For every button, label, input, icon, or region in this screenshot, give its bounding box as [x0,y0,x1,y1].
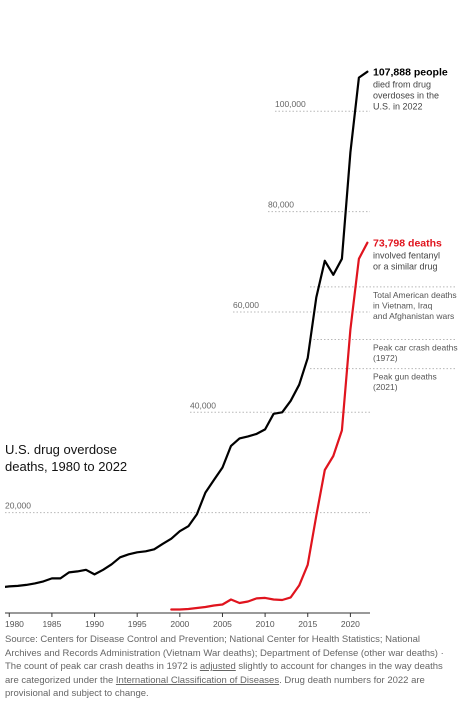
source-text-end: . Drug death numbers for 2022 are provis… [5,674,425,700]
y-tick-label-100000: 100,000 [275,99,306,109]
annotation-1-line-3: U.S. in 2022 [373,102,423,112]
x-tick-label-2020: 2020 [341,619,360,629]
x-tick-label-1990: 1990 [85,619,104,629]
annotation-1-line-2: overdoses in the [373,91,439,101]
x-tick-label-2015: 2015 [298,619,317,629]
x-tick-label-2005: 2005 [213,619,232,629]
icd-link[interactable]: International Classification of Diseases [115,674,280,686]
reference-label-2-line-1: Peak car crash deaths [373,343,458,353]
x-tick-label-2000: 2000 [170,619,189,629]
adjusted-link[interactable]: adjusted [199,661,236,672]
annotation-2-headline: 73,798 deaths [373,238,442,250]
x-tick-label-1995: 1995 [128,619,147,629]
x-tick-label-1980: 1980 [5,619,24,629]
y-tick-label-40000: 40,000 [190,400,216,410]
x-tick-label-2010: 2010 [256,619,275,629]
reference-label-1-line-2: in Vietnam, Iraq [373,300,433,310]
reference-label-3-line-1: Peak gun deaths [373,372,437,382]
annotation-1-headline: 107,888 people [373,67,448,79]
y-tick-label-60000: 60,000 [233,300,259,310]
fentanyl-deaths-line [170,241,369,611]
total-overdose-deaths-line [5,70,369,589]
source-text-mid: slightly to account for changes in the w… [5,661,443,686]
y-tick-label-20000: 20,000 [5,501,31,511]
chart-title-line-1: U.S. drug overdose [5,442,117,457]
reference-label-1-line-3: and Afghanistan wars [373,311,454,321]
source-note: Source: Centers for Disease Control and … [5,633,457,701]
reference-label-1-line-1: Total American deaths [373,290,457,300]
overdose-chart: 20,000 40,000 60,000 80,000 100,000 Total Ame… [5,67,458,629]
reference-label-2-line-2: (1972) [373,353,398,363]
annotation-2-line-2: or a similar drug [373,262,438,272]
annotation-2-line-1: involved fentanyl [373,251,440,261]
chart-title-line-2: deaths, 1980 to 2022 [5,459,127,474]
source-text: Source: Centers for Disease Control and … [5,634,444,672]
x-tick-label-1985: 1985 [42,619,61,629]
reference-label-3-line-2: (2021) [373,382,398,392]
annotation-1-line-1: died from drug [373,80,431,90]
y-tick-label-80000: 80,000 [268,200,294,210]
